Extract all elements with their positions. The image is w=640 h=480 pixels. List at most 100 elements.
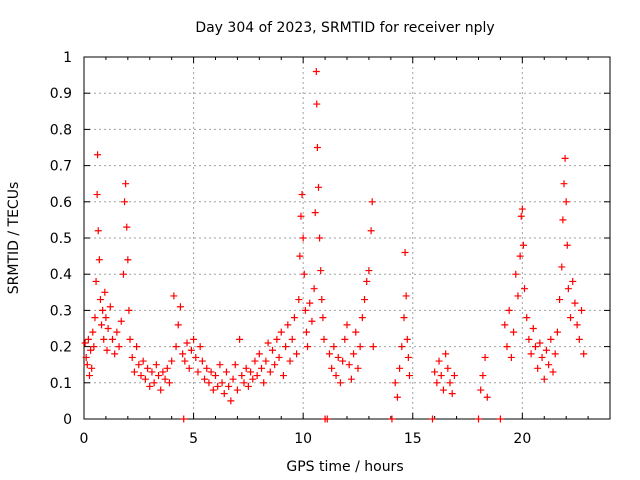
data-point <box>354 364 362 372</box>
data-point <box>187 346 195 354</box>
data-point <box>104 325 112 332</box>
data-point <box>277 328 285 336</box>
data-point <box>363 277 371 285</box>
y-tick-label: 0.8 <box>50 122 72 138</box>
data-point <box>81 339 89 347</box>
data-point <box>525 335 533 343</box>
data-point <box>123 223 131 231</box>
data-point <box>255 350 263 358</box>
data-point <box>260 379 268 387</box>
data-point <box>179 350 187 358</box>
data-point <box>95 256 103 264</box>
data-point <box>556 296 564 304</box>
data-point <box>563 241 571 249</box>
data-point <box>510 328 518 336</box>
data-point <box>144 364 152 372</box>
data-point <box>190 335 198 343</box>
data-point <box>442 350 450 358</box>
data-point <box>284 321 292 329</box>
data-point <box>296 252 304 260</box>
data-point <box>220 390 228 398</box>
data-point <box>518 205 526 213</box>
data-point <box>185 364 193 372</box>
data-point <box>174 321 182 329</box>
data-point <box>400 314 408 322</box>
data-point <box>238 372 246 380</box>
grid <box>84 57 610 419</box>
data-point <box>345 361 353 369</box>
data-point <box>119 270 127 278</box>
data-point <box>108 335 116 343</box>
data-point <box>203 364 211 372</box>
data-point <box>304 343 312 351</box>
data-point <box>172 343 180 351</box>
data-point <box>580 350 588 358</box>
data-point <box>573 321 581 329</box>
data-point <box>477 386 485 394</box>
data-point <box>562 198 570 206</box>
data-point <box>516 252 524 260</box>
data-point <box>561 154 569 162</box>
data-point <box>124 256 132 264</box>
data-point <box>117 317 125 325</box>
data-point <box>339 357 347 365</box>
data-point <box>402 292 410 300</box>
data-point <box>135 361 143 369</box>
data-point <box>222 368 230 376</box>
data-point <box>514 292 522 300</box>
data-point <box>343 321 351 329</box>
data-point <box>315 183 323 191</box>
data-point <box>481 353 489 361</box>
data-point <box>369 343 377 351</box>
data-point <box>401 248 409 256</box>
data-point <box>94 151 102 159</box>
data-point <box>551 350 559 358</box>
data-point <box>317 267 325 275</box>
data-point <box>106 303 114 311</box>
data-point <box>306 299 314 307</box>
data-point <box>88 364 96 372</box>
data-point <box>279 372 287 380</box>
data-point <box>161 375 169 383</box>
data-point <box>83 361 91 369</box>
data-point <box>571 299 579 307</box>
y-tick-labels: 0 0.1 0.2 0.3 0.4 0.5 0.6 0.7 0.8 0.9 1 <box>50 50 72 428</box>
data-point <box>448 390 456 398</box>
data-point <box>229 375 237 383</box>
data-point <box>404 353 412 361</box>
data-point <box>519 241 527 249</box>
plot-border <box>83 56 611 420</box>
data-point <box>540 375 548 383</box>
data-point <box>194 368 202 376</box>
data-point <box>313 144 321 151</box>
data-point <box>388 415 396 423</box>
data-point <box>311 209 319 217</box>
data-point <box>356 343 364 351</box>
data-point <box>101 288 109 296</box>
data-point <box>391 379 399 387</box>
data-point <box>521 285 529 293</box>
data-point <box>137 372 145 380</box>
x-tick-label: 0 <box>80 431 89 447</box>
data-point <box>328 364 336 372</box>
data-point <box>483 393 491 401</box>
data-point <box>523 314 531 322</box>
data-point <box>85 372 93 380</box>
data-point <box>405 372 413 380</box>
data-point <box>505 306 513 314</box>
data-point <box>341 335 349 343</box>
data-point <box>547 335 555 343</box>
y-tick-label: 0 <box>63 412 72 428</box>
data-point <box>350 350 358 358</box>
data-point <box>231 361 239 369</box>
data-point <box>316 234 324 242</box>
data-point <box>446 379 454 387</box>
data-point <box>89 328 97 336</box>
data-point <box>334 353 342 361</box>
data-point <box>288 335 296 343</box>
data-point <box>503 343 511 351</box>
data-point <box>549 368 557 376</box>
data-point <box>512 270 520 278</box>
data-point <box>475 415 482 423</box>
data-point <box>82 353 90 361</box>
